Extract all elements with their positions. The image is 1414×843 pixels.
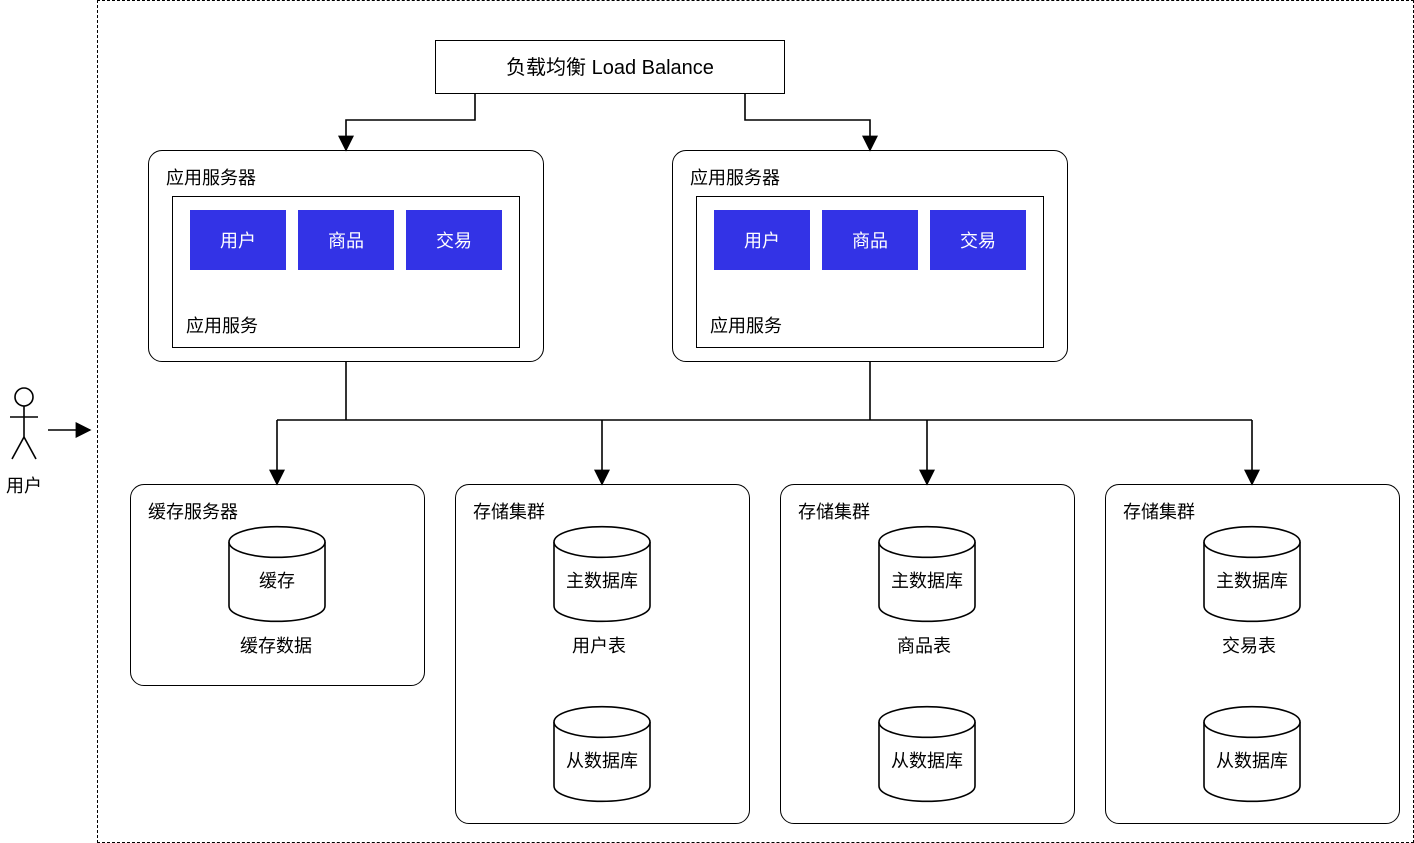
app-module: 商品 bbox=[822, 210, 918, 270]
app-services-title: 应用服务 bbox=[710, 312, 782, 338]
storage-caption: 商品表 bbox=[897, 632, 951, 658]
storage-title: 存储集群 bbox=[798, 498, 870, 524]
storage-title: 存储集群 bbox=[473, 498, 545, 524]
diagram-canvas: 用户 负载均衡 Load Balance 应用服务器用户商品交易应用服务应用服务… bbox=[0, 0, 1414, 843]
load-balance-label: 负载均衡 Load Balance bbox=[436, 41, 784, 95]
app-module: 交易 bbox=[406, 210, 502, 270]
app-module: 用户 bbox=[714, 210, 810, 270]
app-module: 商品 bbox=[298, 210, 394, 270]
storage-title: 存储集群 bbox=[1123, 498, 1195, 524]
storage-caption: 用户表 bbox=[572, 632, 626, 658]
app-services-title: 应用服务 bbox=[186, 312, 258, 338]
user-actor-label: 用户 bbox=[6, 472, 42, 498]
storage-title: 缓存服务器 bbox=[148, 498, 238, 524]
app-module: 用户 bbox=[190, 210, 286, 270]
app-module: 交易 bbox=[930, 210, 1026, 270]
app-server-title: 应用服务器 bbox=[690, 164, 780, 190]
load-balance-box: 负载均衡 Load Balance bbox=[435, 40, 785, 94]
storage-caption: 缓存数据 bbox=[240, 632, 312, 658]
storage-caption: 交易表 bbox=[1222, 632, 1276, 658]
app-server-title: 应用服务器 bbox=[166, 164, 256, 190]
